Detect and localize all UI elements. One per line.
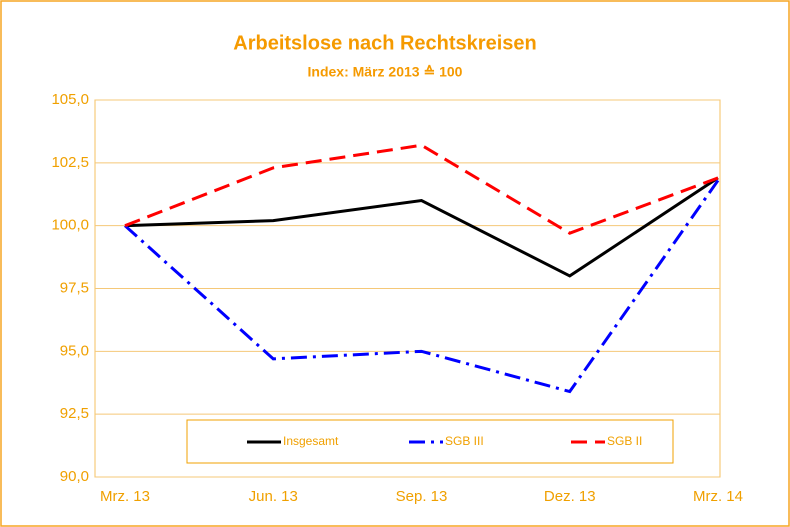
y-tick-label: 90,0 xyxy=(60,468,89,485)
y-tick-label: 97,5 xyxy=(60,279,89,296)
x-tick-label: Mrz. 13 xyxy=(100,488,150,505)
x-tick-label: Sep. 13 xyxy=(396,488,448,505)
y-tick-label: 92,5 xyxy=(60,405,89,422)
legend-box xyxy=(186,419,674,464)
x-tick-label: Jun. 13 xyxy=(249,488,298,505)
series-line xyxy=(123,179,720,394)
x-tick-label: Mrz. 14 xyxy=(693,488,743,505)
legend-label: SGB III xyxy=(445,434,484,448)
y-tick-label: 102,5 xyxy=(51,154,89,171)
y-tick-label: 100,0 xyxy=(51,217,89,234)
legend-label: Insgesamt xyxy=(283,434,339,448)
chart-subtitle: Index: März 2013 ≙ 100 xyxy=(308,64,463,80)
y-tick-label: 105,0 xyxy=(51,91,89,108)
series-line xyxy=(124,176,719,278)
x-tick-label: Dez. 13 xyxy=(544,488,596,505)
legend-label: SGB II xyxy=(607,434,642,448)
y-tick-label: 95,0 xyxy=(60,342,89,359)
chart-title: Arbeitslose nach Rechtskreisen xyxy=(233,32,536,54)
series-line xyxy=(124,143,719,235)
